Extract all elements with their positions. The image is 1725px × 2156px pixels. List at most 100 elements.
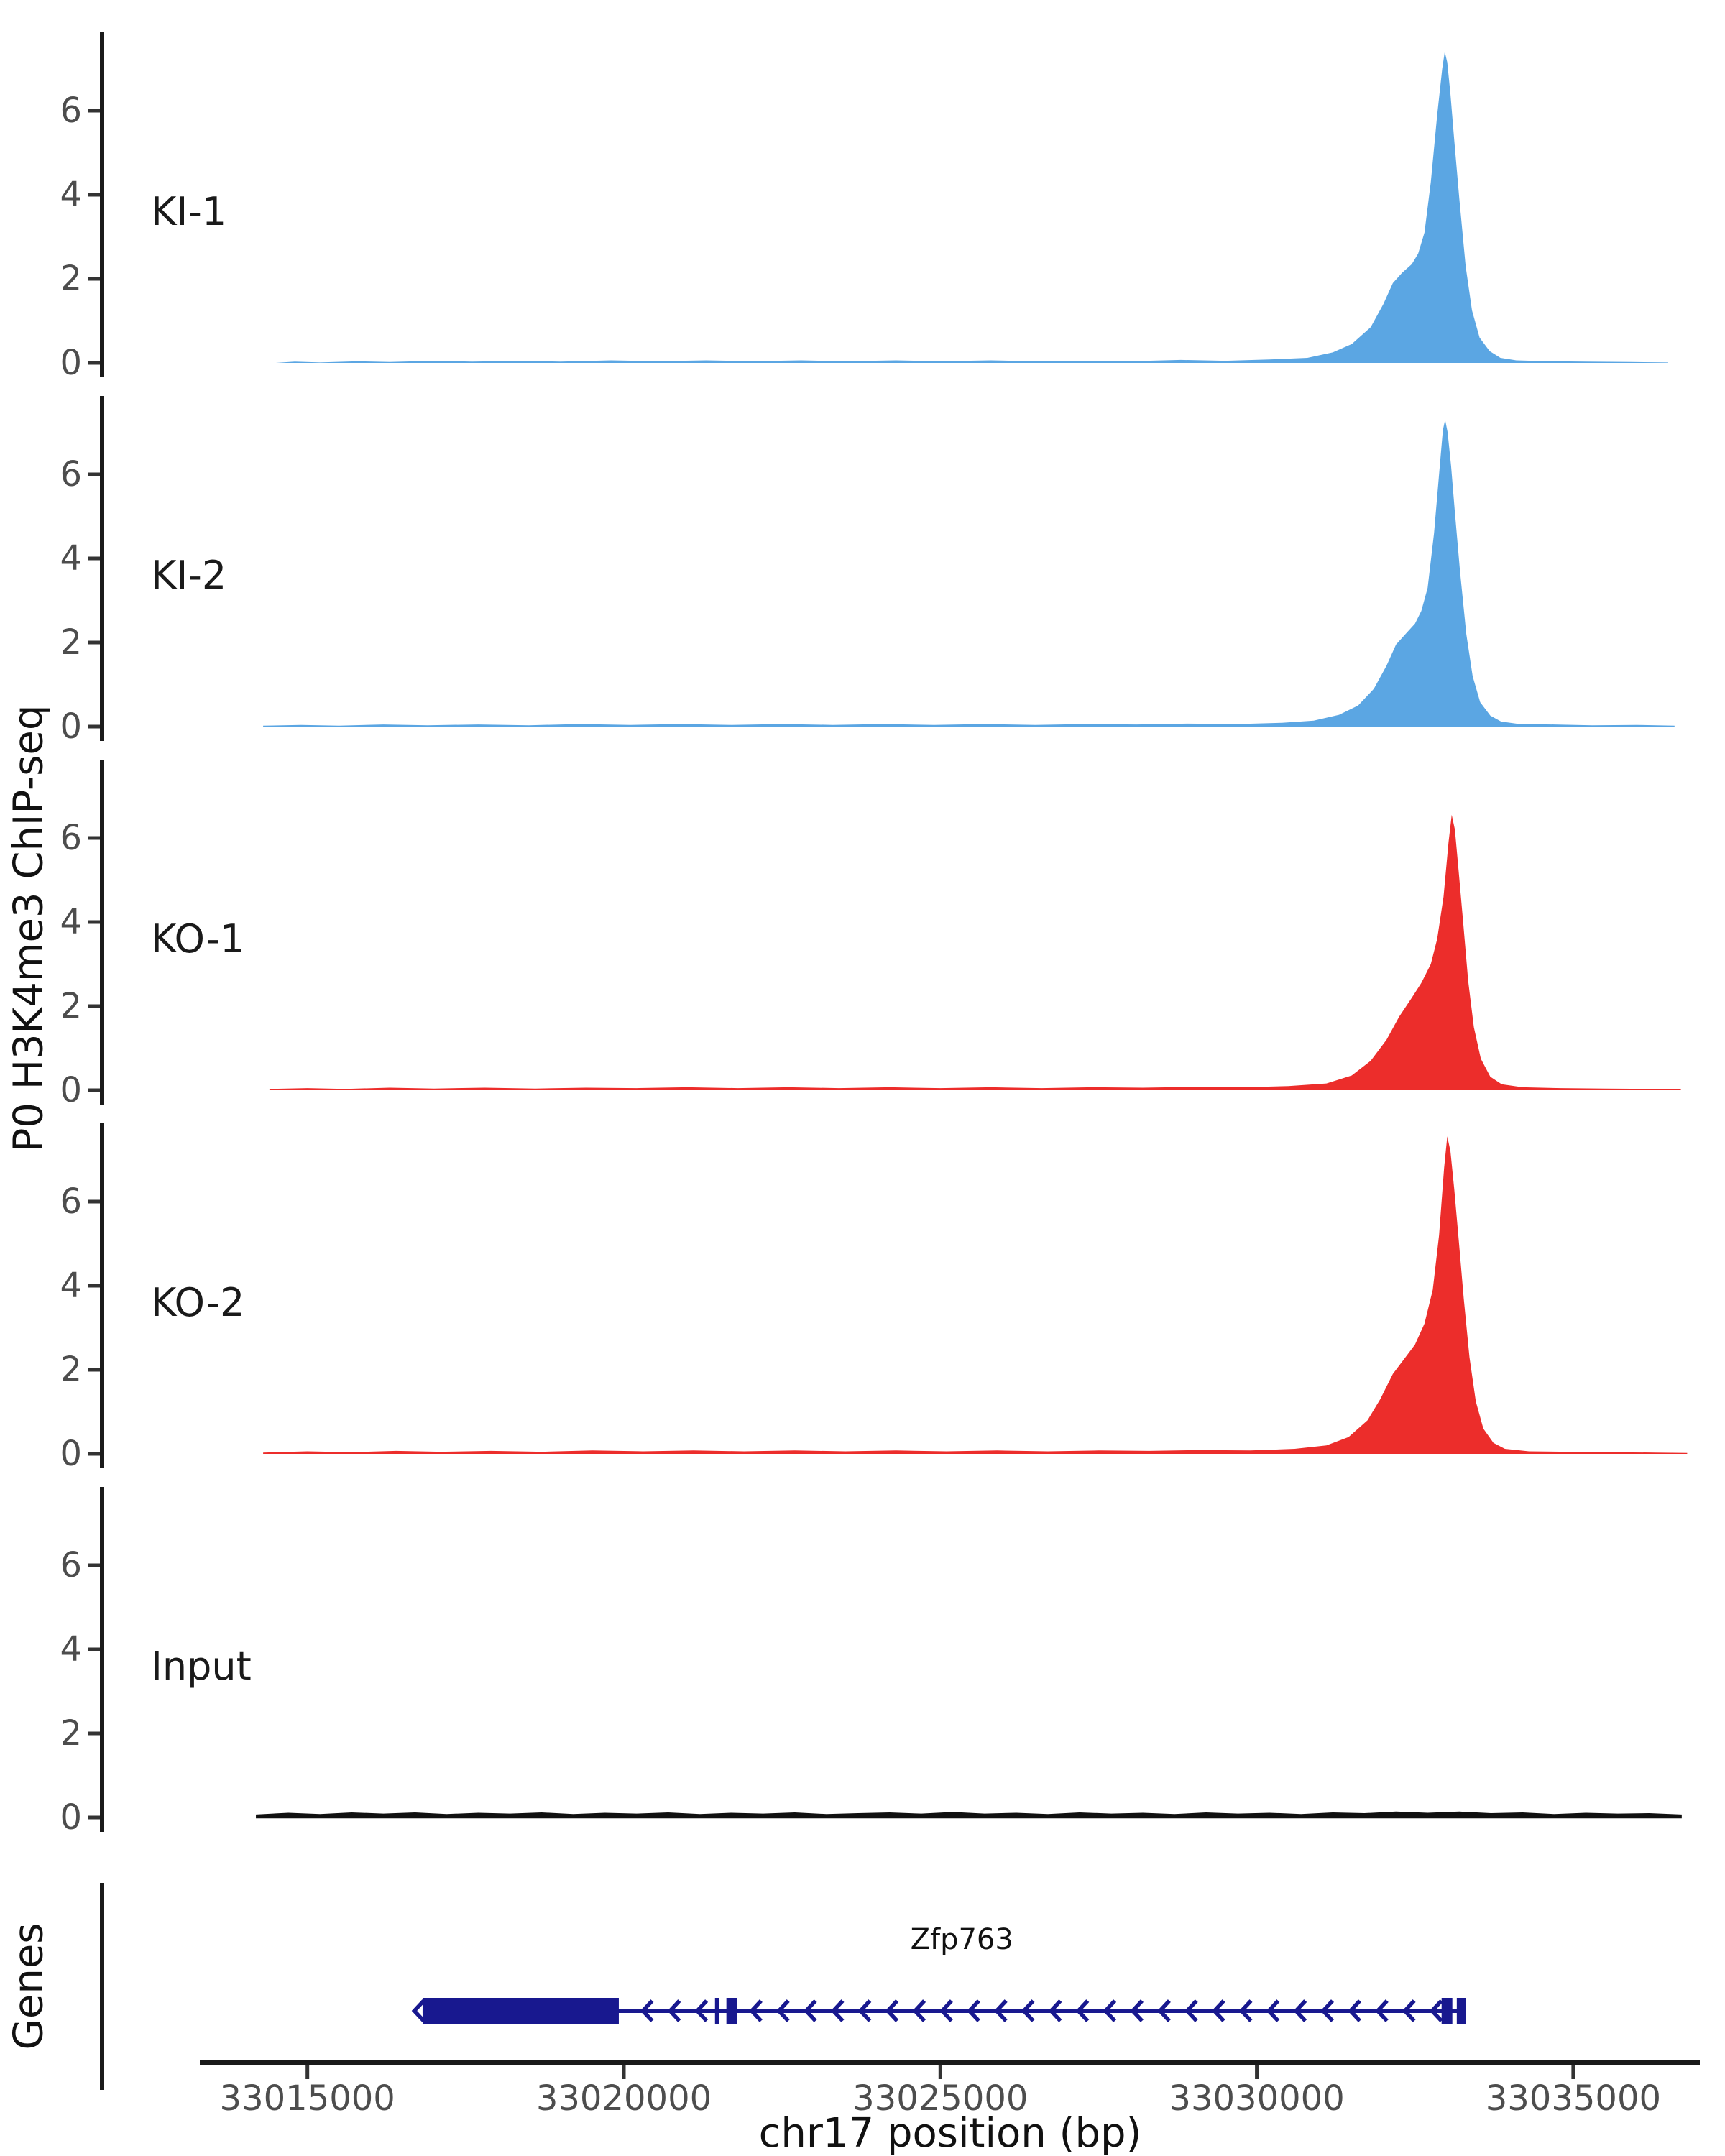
genes-panel-title: Genes — [5, 1922, 52, 2050]
y-tick — [88, 1452, 100, 1456]
strand-arrow-icon — [1402, 1999, 1416, 2022]
y-axis-spine — [100, 1123, 104, 1468]
y-tick-label: 4 — [60, 175, 82, 215]
y-tick-label: 6 — [60, 818, 82, 858]
y-tick-label: 2 — [60, 1713, 82, 1754]
x-tick-label: 33035000 — [1486, 2078, 1661, 2119]
gene-name-label: Zfp763 — [911, 1923, 1013, 1956]
y-tick-label: 2 — [60, 622, 82, 663]
strand-arrow-icon — [749, 1999, 763, 2022]
y-tick-label: 4 — [60, 902, 82, 942]
y-tick — [88, 1284, 100, 1288]
strand-arrow-icon — [1429, 1999, 1443, 2022]
y-tick — [88, 1199, 100, 1204]
y-tick-label: 6 — [60, 454, 82, 494]
gene-exon — [1456, 1998, 1466, 2024]
y-axis-title: P0 H3K4me3 ChIP-seq — [5, 704, 52, 1153]
y-tick — [88, 640, 100, 645]
y-tick-label: 2 — [60, 1350, 82, 1390]
strand-arrow-icon — [411, 1999, 426, 2022]
y-tick — [88, 1815, 100, 1820]
strand-arrow-icon — [1238, 1999, 1253, 2022]
y-tick — [88, 193, 100, 197]
x-axis-spine — [200, 2060, 1700, 2065]
gene-exon — [422, 1998, 619, 2024]
strand-arrow-icon — [694, 1999, 709, 2022]
strand-arrow-icon — [1075, 1999, 1090, 2022]
gene-exon — [726, 1998, 737, 2024]
strand-arrow-icon — [1048, 1999, 1062, 2022]
genes-axis-spine — [100, 1883, 104, 2090]
track-label-KI-1: KI-1 — [151, 189, 226, 234]
signal-area-KO-1 — [269, 814, 1681, 1090]
x-tick-label: 33030000 — [1169, 2078, 1344, 2119]
strand-arrow-icon — [1293, 1999, 1307, 2022]
x-tick — [305, 2065, 310, 2079]
strand-arrow-icon — [1348, 1999, 1361, 2022]
signal-area-KI-2 — [263, 420, 1675, 727]
y-tick — [88, 556, 100, 561]
track-label-KO-1: KO-1 — [151, 916, 244, 962]
gene-exon — [1441, 1998, 1453, 2024]
strand-arrow-icon — [967, 1999, 980, 2022]
strand-arrow-icon — [1320, 1999, 1335, 2022]
y-tick-label: 4 — [60, 1266, 82, 1306]
x-axis: 33015000 33020000 33025000 33030000 33035000 — [200, 2060, 1700, 2119]
x-tick — [622, 2065, 626, 2079]
y-tick-label: 6 — [60, 1545, 82, 1585]
y-tick — [88, 836, 100, 840]
x-tick-label: 33020000 — [536, 2078, 712, 2119]
strand-arrow-icon — [803, 1999, 817, 2022]
y-tick-label: 0 — [60, 1797, 82, 1838]
strand-arrow-icon — [1211, 1999, 1225, 2022]
strand-arrow-icon — [1021, 1999, 1035, 2022]
x-axis-title: chr17 position (bp) — [758, 2110, 1142, 2156]
signal-area-Input — [256, 1811, 1682, 1819]
track-KO-2: 0 2 4 6 KO-2 — [60, 1123, 1688, 1474]
y-tick — [88, 109, 100, 113]
signal-area-KO-2 — [263, 1136, 1688, 1454]
strand-arrow-icon — [1375, 1999, 1389, 2022]
strand-arrow-icon — [830, 1999, 845, 2022]
x-tick-label: 33025000 — [852, 2078, 1028, 2119]
y-tick-label: 0 — [60, 1434, 82, 1474]
y-tick-label: 6 — [60, 1181, 82, 1222]
strand-arrow-icon — [1184, 1999, 1198, 2022]
y-tick — [88, 1004, 100, 1008]
signal-area-KI-1 — [275, 52, 1669, 363]
track-Input: 0 2 4 6 Input — [60, 1487, 1682, 1838]
y-tick — [88, 1647, 100, 1651]
gene-track: Zfp763 — [100, 1883, 1466, 2090]
y-tick-label: 0 — [60, 706, 82, 747]
y-tick — [88, 472, 100, 476]
track-label-KI-2: KI-2 — [151, 553, 226, 598]
y-tick-label: 4 — [60, 538, 82, 579]
strand-arrow-icon — [1266, 1999, 1280, 2022]
track-KI-1: 0 2 4 6 KI-1 — [60, 32, 1669, 383]
strand-arrow-icon — [857, 1999, 872, 2022]
strand-arrow-icon — [1130, 1999, 1144, 2022]
strand-arrow-icon — [776, 1999, 790, 2022]
strand-arrow-icon — [993, 1999, 1008, 2022]
strand-arrow-icon — [885, 1999, 899, 2022]
y-axis-spine — [100, 396, 104, 741]
x-tick — [1571, 2065, 1576, 2079]
y-tick — [88, 1563, 100, 1567]
x-tick-label: 33015000 — [220, 2078, 395, 2119]
track-label-Input: Input — [151, 1644, 252, 1689]
strand-arrow-icon — [1103, 1999, 1117, 2022]
y-tick — [88, 1368, 100, 1372]
track-KI-2: 0 2 4 6 KI-2 — [60, 396, 1675, 747]
y-axis-spine — [100, 32, 104, 377]
x-tick — [938, 2065, 942, 2079]
y-tick — [88, 1731, 100, 1736]
y-tick-label: 0 — [60, 1070, 82, 1110]
y-tick — [88, 920, 100, 924]
strand-arrow-icon — [1157, 1999, 1171, 2022]
gene-exon — [714, 1998, 719, 2024]
y-tick — [88, 277, 100, 281]
y-tick — [88, 1088, 100, 1092]
strand-arrow-icon — [640, 1999, 654, 2022]
